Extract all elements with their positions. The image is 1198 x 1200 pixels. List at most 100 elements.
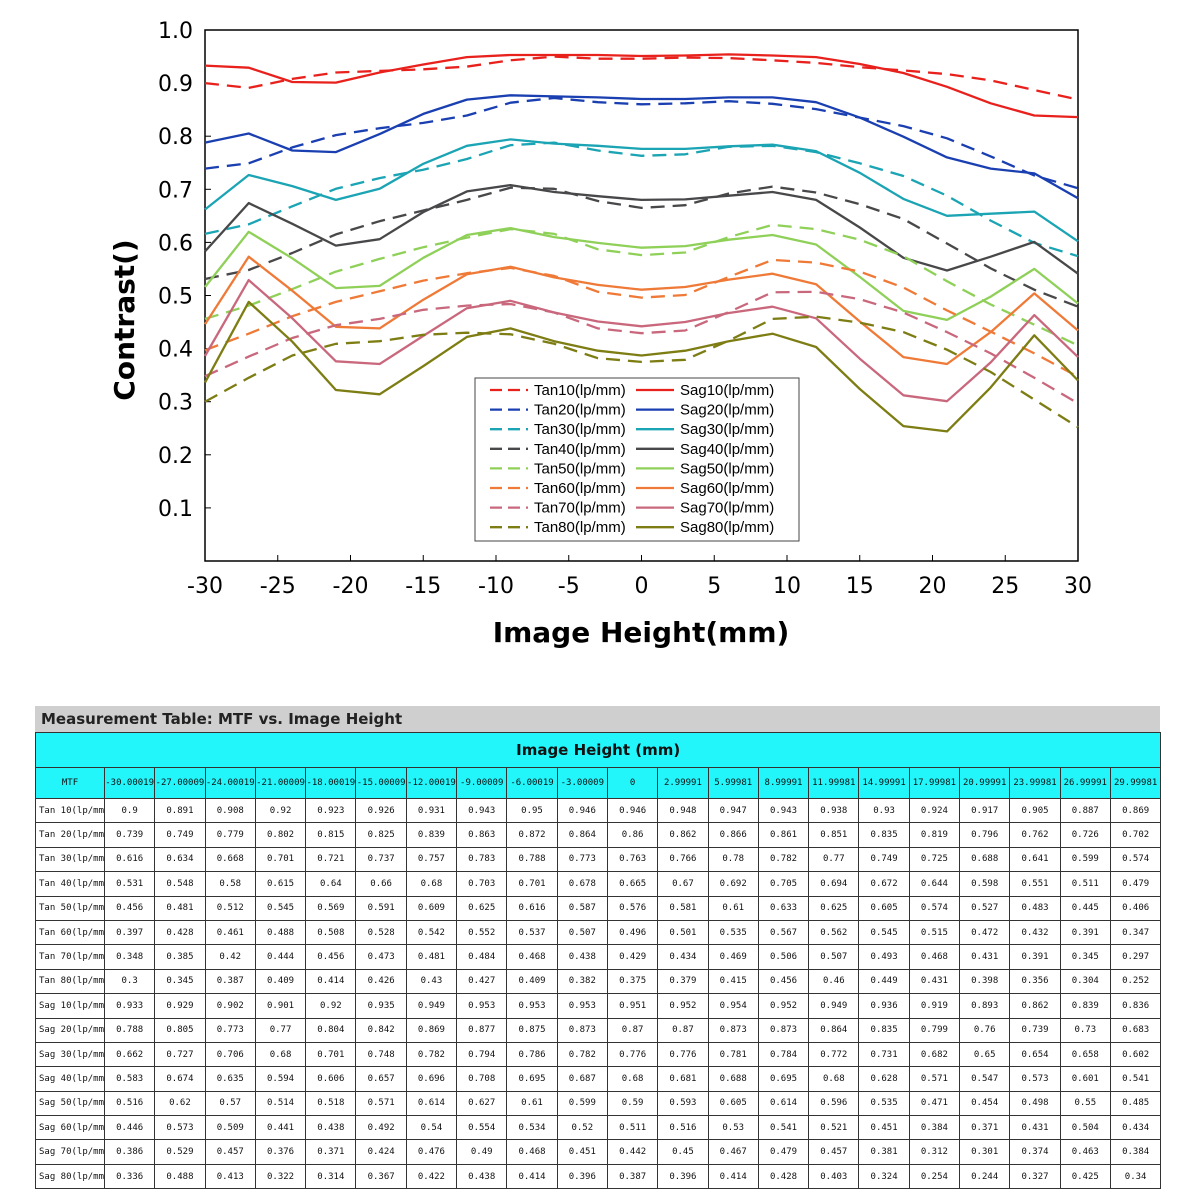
table-cell: 0.644 bbox=[908, 871, 961, 897]
series-line-tan70-lp-mm- bbox=[204, 290, 1079, 405]
table-cell: 0.782 bbox=[757, 846, 810, 873]
table-cell: 0.949 bbox=[808, 993, 860, 1019]
table-cell: 0.668 bbox=[204, 846, 256, 873]
table-cell: 0.875 bbox=[506, 1017, 558, 1043]
table-cell: 0.825 bbox=[355, 822, 407, 848]
table-cell: 0.406 bbox=[1109, 895, 1162, 921]
table-col-header: -27.00009 bbox=[154, 767, 206, 799]
table-cell: 0.804 bbox=[305, 1017, 357, 1043]
table-cell: 0.726 bbox=[1059, 822, 1111, 848]
table-cell: 0.547 bbox=[959, 1066, 1011, 1092]
table-cell: 0.386 bbox=[103, 1139, 156, 1165]
legend-label: Sag70(lp/mm) bbox=[680, 500, 774, 517]
table-cell: 0.802 bbox=[254, 822, 307, 848]
table-cell: 0.869 bbox=[1109, 797, 1162, 824]
table-cell: 0.348 bbox=[103, 944, 156, 970]
table-cell: 0.314 bbox=[305, 1163, 357, 1190]
y-axis-title: Contrast() bbox=[108, 239, 141, 400]
table-cell: 0.924 bbox=[908, 797, 961, 824]
table-cell: 0.476 bbox=[405, 1139, 458, 1165]
mtf-chart: 0.1 0.2 0.3 0.4 0.5 0.6 0.7 0.8 0.9 1.0 -30 -25 -20… bbox=[108, 19, 1092, 649]
table-row-label: Sag 60(lp/mm) bbox=[35, 1115, 105, 1141]
table-cell: 0.776 bbox=[657, 1041, 709, 1068]
table-cell: 0.3 bbox=[103, 968, 156, 995]
x-tick-label: 5 bbox=[707, 574, 721, 599]
table-cell: 0.347 bbox=[1109, 919, 1162, 946]
series-line-tan30-lp-mm- bbox=[204, 141, 1079, 258]
table-cell: 0.327 bbox=[1009, 1163, 1061, 1190]
table-cell: 0.948 bbox=[657, 797, 709, 824]
table-cell: 0.431 bbox=[908, 968, 961, 995]
table-cell: 0.893 bbox=[959, 993, 1011, 1019]
table-cell: 0.507 bbox=[556, 919, 608, 946]
table-cell: 0.441 bbox=[254, 1115, 307, 1141]
table-cell: 0.688 bbox=[959, 846, 1011, 873]
table-cell: 0.66 bbox=[355, 871, 407, 897]
table-cell: 0.336 bbox=[103, 1163, 156, 1190]
series-line-sag10-lp-mm- bbox=[204, 53, 1079, 119]
table-cell: 0.861 bbox=[757, 822, 810, 848]
table-cell: 0.657 bbox=[355, 1066, 407, 1092]
table-cell: 0.864 bbox=[556, 822, 608, 848]
table-row-label: Tan 70(lp/mm) bbox=[35, 944, 105, 970]
table-cell: 0.574 bbox=[908, 895, 961, 921]
table-cell: 0.784 bbox=[757, 1041, 810, 1068]
table-cell: 0.512 bbox=[204, 895, 256, 921]
table-cell: 0.708 bbox=[456, 1066, 508, 1092]
table-cell: 0.591 bbox=[355, 895, 407, 921]
table-cell: 0.345 bbox=[154, 968, 206, 995]
table-cell: 0.696 bbox=[405, 1066, 458, 1092]
table-cell: 0.731 bbox=[858, 1041, 910, 1068]
table-cell: 0.772 bbox=[808, 1041, 860, 1068]
table-cell: 0.59 bbox=[606, 1090, 659, 1117]
table-cell: 0.422 bbox=[405, 1163, 458, 1190]
table-cell: 0.374 bbox=[1009, 1139, 1061, 1165]
legend-label: Tan10(lp/mm) bbox=[534, 382, 626, 399]
series-line-tan10-lp-mm- bbox=[204, 55, 1079, 101]
table-cell: 0.887 bbox=[1059, 797, 1111, 824]
table-cell: 0.397 bbox=[103, 919, 156, 946]
table-cell: 0.65 bbox=[959, 1041, 1011, 1068]
table-cell: 0.953 bbox=[456, 993, 508, 1019]
table-cell: 0.463 bbox=[1059, 1139, 1111, 1165]
table-cell: 0.46 bbox=[808, 968, 860, 995]
table-cell: 0.554 bbox=[456, 1115, 508, 1141]
table-cell: 0.387 bbox=[606, 1163, 659, 1190]
table-cell: 0.551 bbox=[1009, 871, 1061, 897]
x-axis-title: Image Height(mm) bbox=[493, 616, 790, 649]
table-cell: 0.73 bbox=[1059, 1017, 1111, 1043]
legend-label: Tan50(lp/mm) bbox=[534, 460, 626, 477]
legend-label: Sag10(lp/mm) bbox=[680, 382, 774, 399]
table-cell: 0.786 bbox=[506, 1041, 558, 1068]
table-cell: 0.384 bbox=[1109, 1139, 1162, 1165]
table-cell: 0.599 bbox=[1059, 846, 1111, 873]
table-cell: 0.583 bbox=[103, 1066, 156, 1092]
table-col-header: -3.00009 bbox=[556, 767, 608, 799]
table-cell: 0.587 bbox=[556, 895, 608, 921]
legend-label: Sag50(lp/mm) bbox=[680, 460, 774, 477]
table-cell: 0.312 bbox=[908, 1139, 961, 1165]
table-cell: 0.87 bbox=[657, 1017, 709, 1043]
table-row: Sag 50(lp/mm) 0.516 0.62 0.57 0.514 0.518 0.57… bbox=[35, 1090, 1162, 1117]
table-cell: 0.788 bbox=[506, 846, 558, 873]
table-row-label: Tan 40(lp/mm) bbox=[35, 871, 105, 897]
table-cell: 0.635 bbox=[204, 1066, 256, 1092]
table-cell: 0.414 bbox=[707, 1163, 759, 1190]
table-row: Tan 30(lp/mm) 0.616 0.634 0.668 0.701 0.721 0.… bbox=[35, 846, 1162, 873]
table-cell: 0.55 bbox=[1059, 1090, 1111, 1117]
table-cell: 0.254 bbox=[908, 1163, 961, 1190]
table-cell: 0.682 bbox=[908, 1041, 961, 1068]
x-axis-ticks: -30 -25 -20 -15 -10 -5 0 5 10 15 20 25 30 bbox=[187, 555, 1092, 599]
y-tick-label: 0.2 bbox=[158, 444, 193, 469]
table-row: Sag 80(lp/mm) 0.336 0.488 0.413 0.322 0.314 0.… bbox=[35, 1163, 1162, 1190]
table-row: Sag 60(lp/mm) 0.446 0.573 0.509 0.441 0.438 0.… bbox=[35, 1115, 1162, 1141]
table-cell: 0.451 bbox=[556, 1139, 608, 1165]
table-cell: 0.528 bbox=[355, 919, 407, 946]
table-cell: 0.542 bbox=[405, 919, 458, 946]
table-cell: 0.449 bbox=[858, 968, 910, 995]
series-line-sag50-lp-mm- bbox=[204, 226, 1079, 322]
table-cell: 0.62 bbox=[154, 1090, 206, 1117]
table-cell: 0.839 bbox=[405, 822, 458, 848]
table-cell: 0.799 bbox=[908, 1017, 961, 1043]
table-row-label: Sag 70(lp/mm) bbox=[35, 1139, 105, 1165]
